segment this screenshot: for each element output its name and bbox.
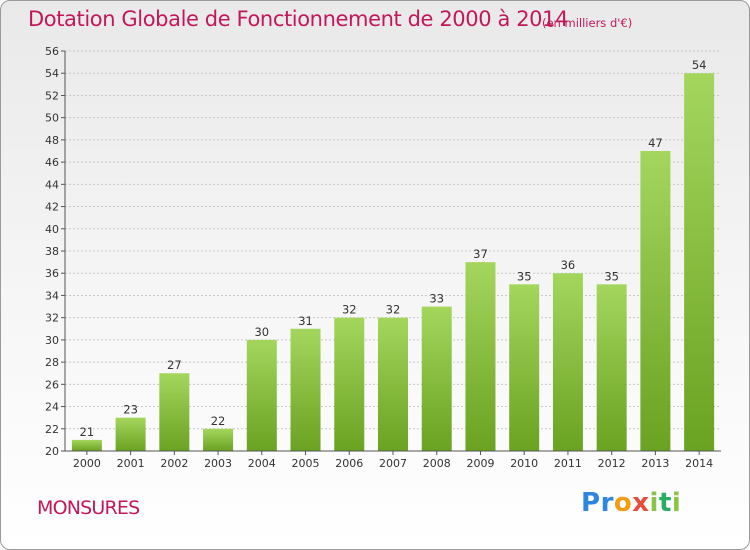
logo-letter: P <box>581 488 601 518</box>
bar <box>203 428 234 451</box>
data-label: 33 <box>429 292 444 306</box>
commune-name: MONSURES <box>37 497 140 519</box>
y-tick-label: 48 <box>45 134 59 147</box>
x-axis-ticks: 2000 2001 2002 2003 2004 2005 2006 2007 2008 2009… <box>73 451 713 470</box>
x-tick-label: 2002 <box>160 457 188 470</box>
bar <box>334 317 365 451</box>
y-tick-label: 42 <box>45 201 59 214</box>
bar <box>290 328 321 451</box>
x-tick-label: 2008 <box>423 457 451 470</box>
y-tick-label: 46 <box>45 156 59 169</box>
logo-letter: t <box>658 488 672 518</box>
x-tick-label: 2013 <box>641 457 669 470</box>
logo-letter: r <box>600 488 614 518</box>
y-tick-label: 40 <box>45 223 59 236</box>
y-tick-label: 26 <box>45 378 59 391</box>
x-tick-label: 2010 <box>510 457 538 470</box>
data-label: 35 <box>517 269 532 283</box>
x-tick-label: 2003 <box>204 457 232 470</box>
data-label: 21 <box>80 425 95 439</box>
x-tick-label: 2009 <box>466 457 494 470</box>
y-tick-label: 20 <box>45 445 59 458</box>
bar <box>552 273 583 451</box>
y-tick-label: 24 <box>45 401 59 414</box>
logo-letter: i <box>671 488 682 518</box>
data-label: 31 <box>298 314 313 328</box>
bars <box>71 73 715 451</box>
y-tick-label: 52 <box>45 89 59 102</box>
bar <box>596 284 627 451</box>
bar <box>378 317 408 451</box>
x-tick-label: 2011 <box>554 457 582 470</box>
y-axis-ticks: 20 22 24 26 28 30 32 34 36 38 40 42 44 46 48 50 52 54 56 <box>45 45 65 458</box>
data-label: 54 <box>692 58 707 72</box>
data-label: 47 <box>648 136 663 150</box>
data-label: 37 <box>473 247 488 261</box>
bar <box>71 439 102 451</box>
bar <box>509 284 540 451</box>
x-tick-label: 2007 <box>379 457 407 470</box>
y-tick-label: 22 <box>45 423 59 436</box>
x-tick-label: 2005 <box>292 457 320 470</box>
bar <box>465 262 496 451</box>
logo-letter: i <box>649 488 659 518</box>
data-labels: 21 23 27 22 30 31 32 32 33 37 35 36 35 47 54 <box>80 58 707 439</box>
y-tick-label: 54 <box>45 67 59 80</box>
x-tick-label: 2001 <box>117 457 145 470</box>
data-label: 32 <box>386 303 401 317</box>
data-label: 22 <box>211 414 226 428</box>
data-label: 27 <box>167 358 182 372</box>
data-label: 36 <box>561 258 576 272</box>
bar <box>640 151 671 451</box>
y-tick-label: 56 <box>45 45 59 58</box>
x-tick-label: 2004 <box>248 457 276 470</box>
bar <box>159 373 190 451</box>
logo-letter: x <box>632 488 650 518</box>
bar <box>421 306 452 451</box>
data-label: 30 <box>254 325 269 339</box>
y-tick-label: 44 <box>45 178 59 191</box>
y-tick-label: 50 <box>45 112 59 125</box>
chart-title: Dotation Globale de Fonctionnement de 20… <box>28 7 569 31</box>
x-tick-label: 2000 <box>73 457 101 470</box>
y-tick-label: 28 <box>45 356 59 369</box>
x-tick-label: 2014 <box>685 457 713 470</box>
chart-unit: (en milliers d'€) <box>542 16 633 30</box>
y-tick-label: 34 <box>45 289 59 302</box>
bar <box>246 339 277 451</box>
y-tick-label: 30 <box>45 334 59 347</box>
y-tick-label: 38 <box>45 245 59 258</box>
y-tick-label: 32 <box>45 312 59 325</box>
data-label: 32 <box>342 303 357 317</box>
y-tick-label: 36 <box>45 267 59 280</box>
bar <box>684 73 715 451</box>
data-label: 35 <box>604 269 619 283</box>
logo-letter: o <box>613 488 633 518</box>
x-tick-label: 2012 <box>598 457 626 470</box>
data-label: 23 <box>123 403 138 417</box>
proxiti-logo[interactable]: Proxiti <box>581 488 681 518</box>
bar <box>115 417 146 451</box>
x-tick-label: 2006 <box>335 457 363 470</box>
